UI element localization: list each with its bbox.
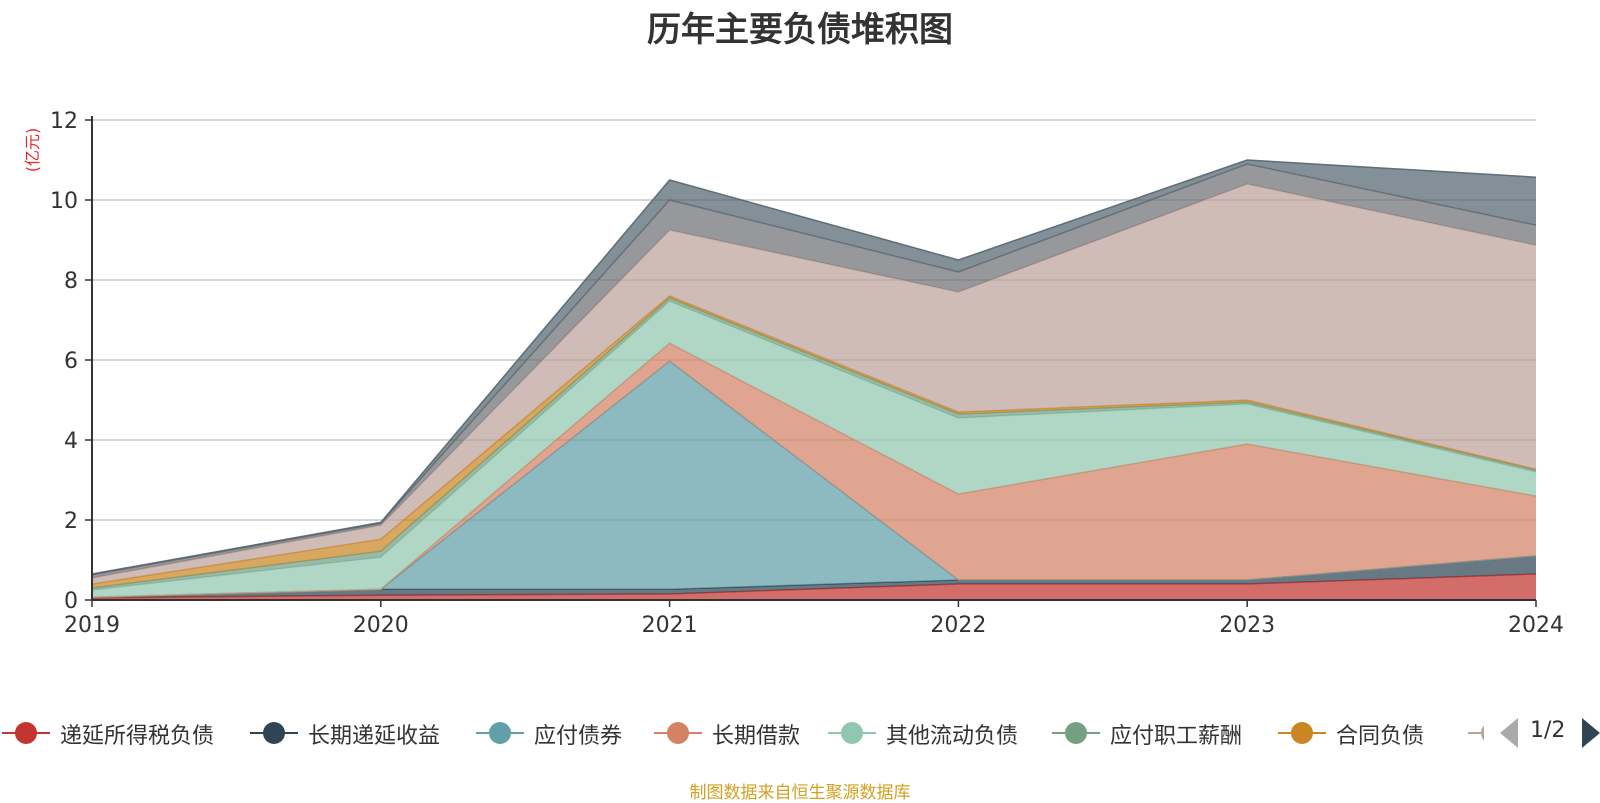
- legend-page-indicator: 1/2: [1530, 718, 1566, 743]
- area-series-4: [92, 343, 1536, 598]
- legend-item-partial[interactable]: [1466, 708, 1484, 758]
- legend-marker-icon: [2, 722, 50, 744]
- y-tick-label: 6: [64, 349, 78, 374]
- stacked-area-chart: 0 2 4 6 8 10 12 2019 2020 2021 2022 2023 2024: [50, 109, 1564, 638]
- legend-label: 其他流动负债: [886, 724, 1019, 749]
- line-series-10: [91, 159, 1537, 575]
- x-tick-label: 2022: [930, 613, 986, 638]
- x-tick-label: 2021: [642, 613, 698, 638]
- legend-marker-icon: [1278, 722, 1326, 744]
- area-series-3: [92, 361, 1536, 598]
- legend-marker-icon: [1052, 722, 1100, 744]
- chart-title: 历年主要负债堆积图: [647, 10, 953, 50]
- y-tick-label: 2: [64, 509, 78, 534]
- legend-label: 长期借款: [712, 724, 801, 749]
- legend-label: 长期递延收益: [308, 724, 441, 749]
- area-series-1: [92, 574, 1536, 600]
- legend-marker-icon: [828, 722, 876, 744]
- chart-legend: 递延所得税负债 长期递延收益 应付债券 长期借款 其他流动负债 应付职工薪酬 合同负债: [0, 708, 1600, 758]
- legend-marker-icon: [476, 722, 524, 744]
- y-tick-label: 4: [64, 429, 78, 454]
- legend-label: 合同负债: [1336, 724, 1425, 749]
- legend-marker-icon: [250, 722, 298, 744]
- area-series-9: [92, 164, 1536, 578]
- area-series-8: [92, 184, 1536, 584]
- legend-label: 应付债券: [534, 724, 623, 749]
- legend-next-page-icon[interactable]: [1582, 718, 1600, 748]
- x-tick-label: 2023: [1219, 613, 1275, 638]
- x-tick-label: 2020: [353, 613, 409, 638]
- data-source-note: 制图数据来自恒生聚源数据库: [689, 783, 911, 803]
- area-series-5: [92, 301, 1536, 598]
- y-tick-label: 12: [50, 109, 78, 134]
- legend-label: 应付职工薪酬: [1110, 724, 1243, 749]
- legend-label: 递延所得税负债: [60, 724, 215, 749]
- legend-pager: 1/2: [1500, 712, 1600, 752]
- y-tick-label: 0: [64, 589, 78, 614]
- y-tick-label: 10: [50, 189, 78, 214]
- y-tick-label: 8: [64, 269, 78, 294]
- x-tick-label: 2019: [64, 613, 120, 638]
- x-tick-label: 2024: [1508, 613, 1564, 638]
- legend-prev-page-icon[interactable]: [1500, 718, 1518, 748]
- legend-marker-icon: [1468, 725, 1484, 741]
- legend-marker-icon: [654, 722, 702, 744]
